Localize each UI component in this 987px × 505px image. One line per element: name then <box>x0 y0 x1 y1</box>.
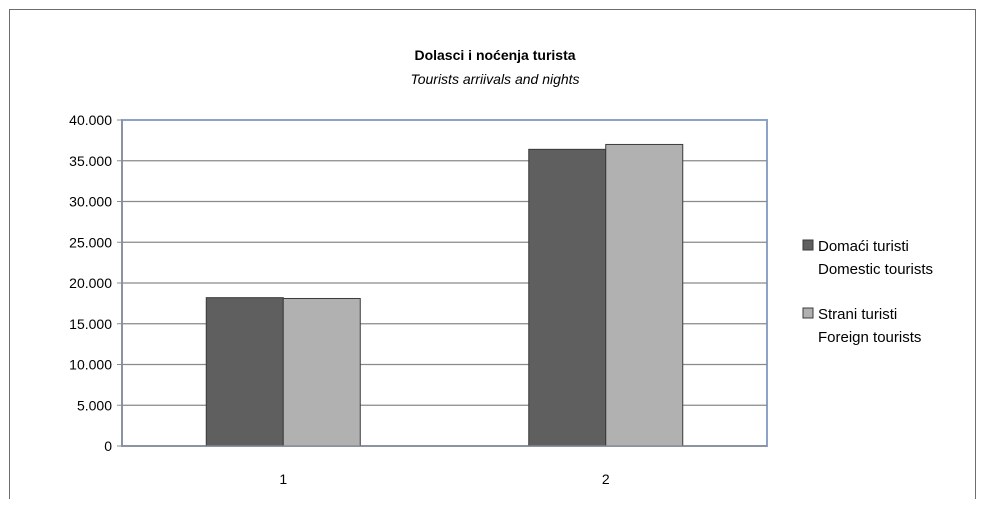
legend-label-en: Foreign tourists <box>818 329 921 346</box>
y-tick-label: 35.000 <box>69 153 112 169</box>
y-tick-label: 40.000 <box>69 112 112 128</box>
legend-label: Strani turisti <box>818 306 897 323</box>
chart-frame <box>9 9 976 499</box>
chart-subtitle: Tourists arriivals and nights <box>410 71 579 87</box>
y-tick-label: 25.000 <box>69 234 112 250</box>
y-tick-label: 30.000 <box>69 194 112 210</box>
x-tick-label: 2 <box>602 471 610 487</box>
y-tick-label: 0 <box>104 438 112 454</box>
x-tick-label: 1 <box>279 471 287 487</box>
legend-label-en: Domestic tourists <box>818 261 933 278</box>
bar-domestic-1 <box>205 297 284 447</box>
bar-domestic-2 <box>528 148 607 447</box>
bar-foreign-1 <box>282 297 361 447</box>
y-tick-label: 5.000 <box>77 397 112 413</box>
chart-title: Dolasci i noćenja turista <box>414 47 575 63</box>
y-tick-label: 10.000 <box>69 357 112 373</box>
y-tick-label: 15.000 <box>69 316 112 332</box>
bars <box>205 143 684 447</box>
y-tick-label: 20.000 <box>69 275 112 291</box>
bar-foreign-2 <box>605 143 684 447</box>
legend: Domaći turisti Domestic tourists Strani tu… <box>802 238 933 346</box>
legend-swatch <box>802 307 814 319</box>
legend-label: Domaći turisti <box>818 238 909 255</box>
legend-swatch <box>802 239 814 251</box>
y-axis: 0 5.000 10.000 15.000 20.000 25.000 30.000 35.0… <box>69 112 123 454</box>
